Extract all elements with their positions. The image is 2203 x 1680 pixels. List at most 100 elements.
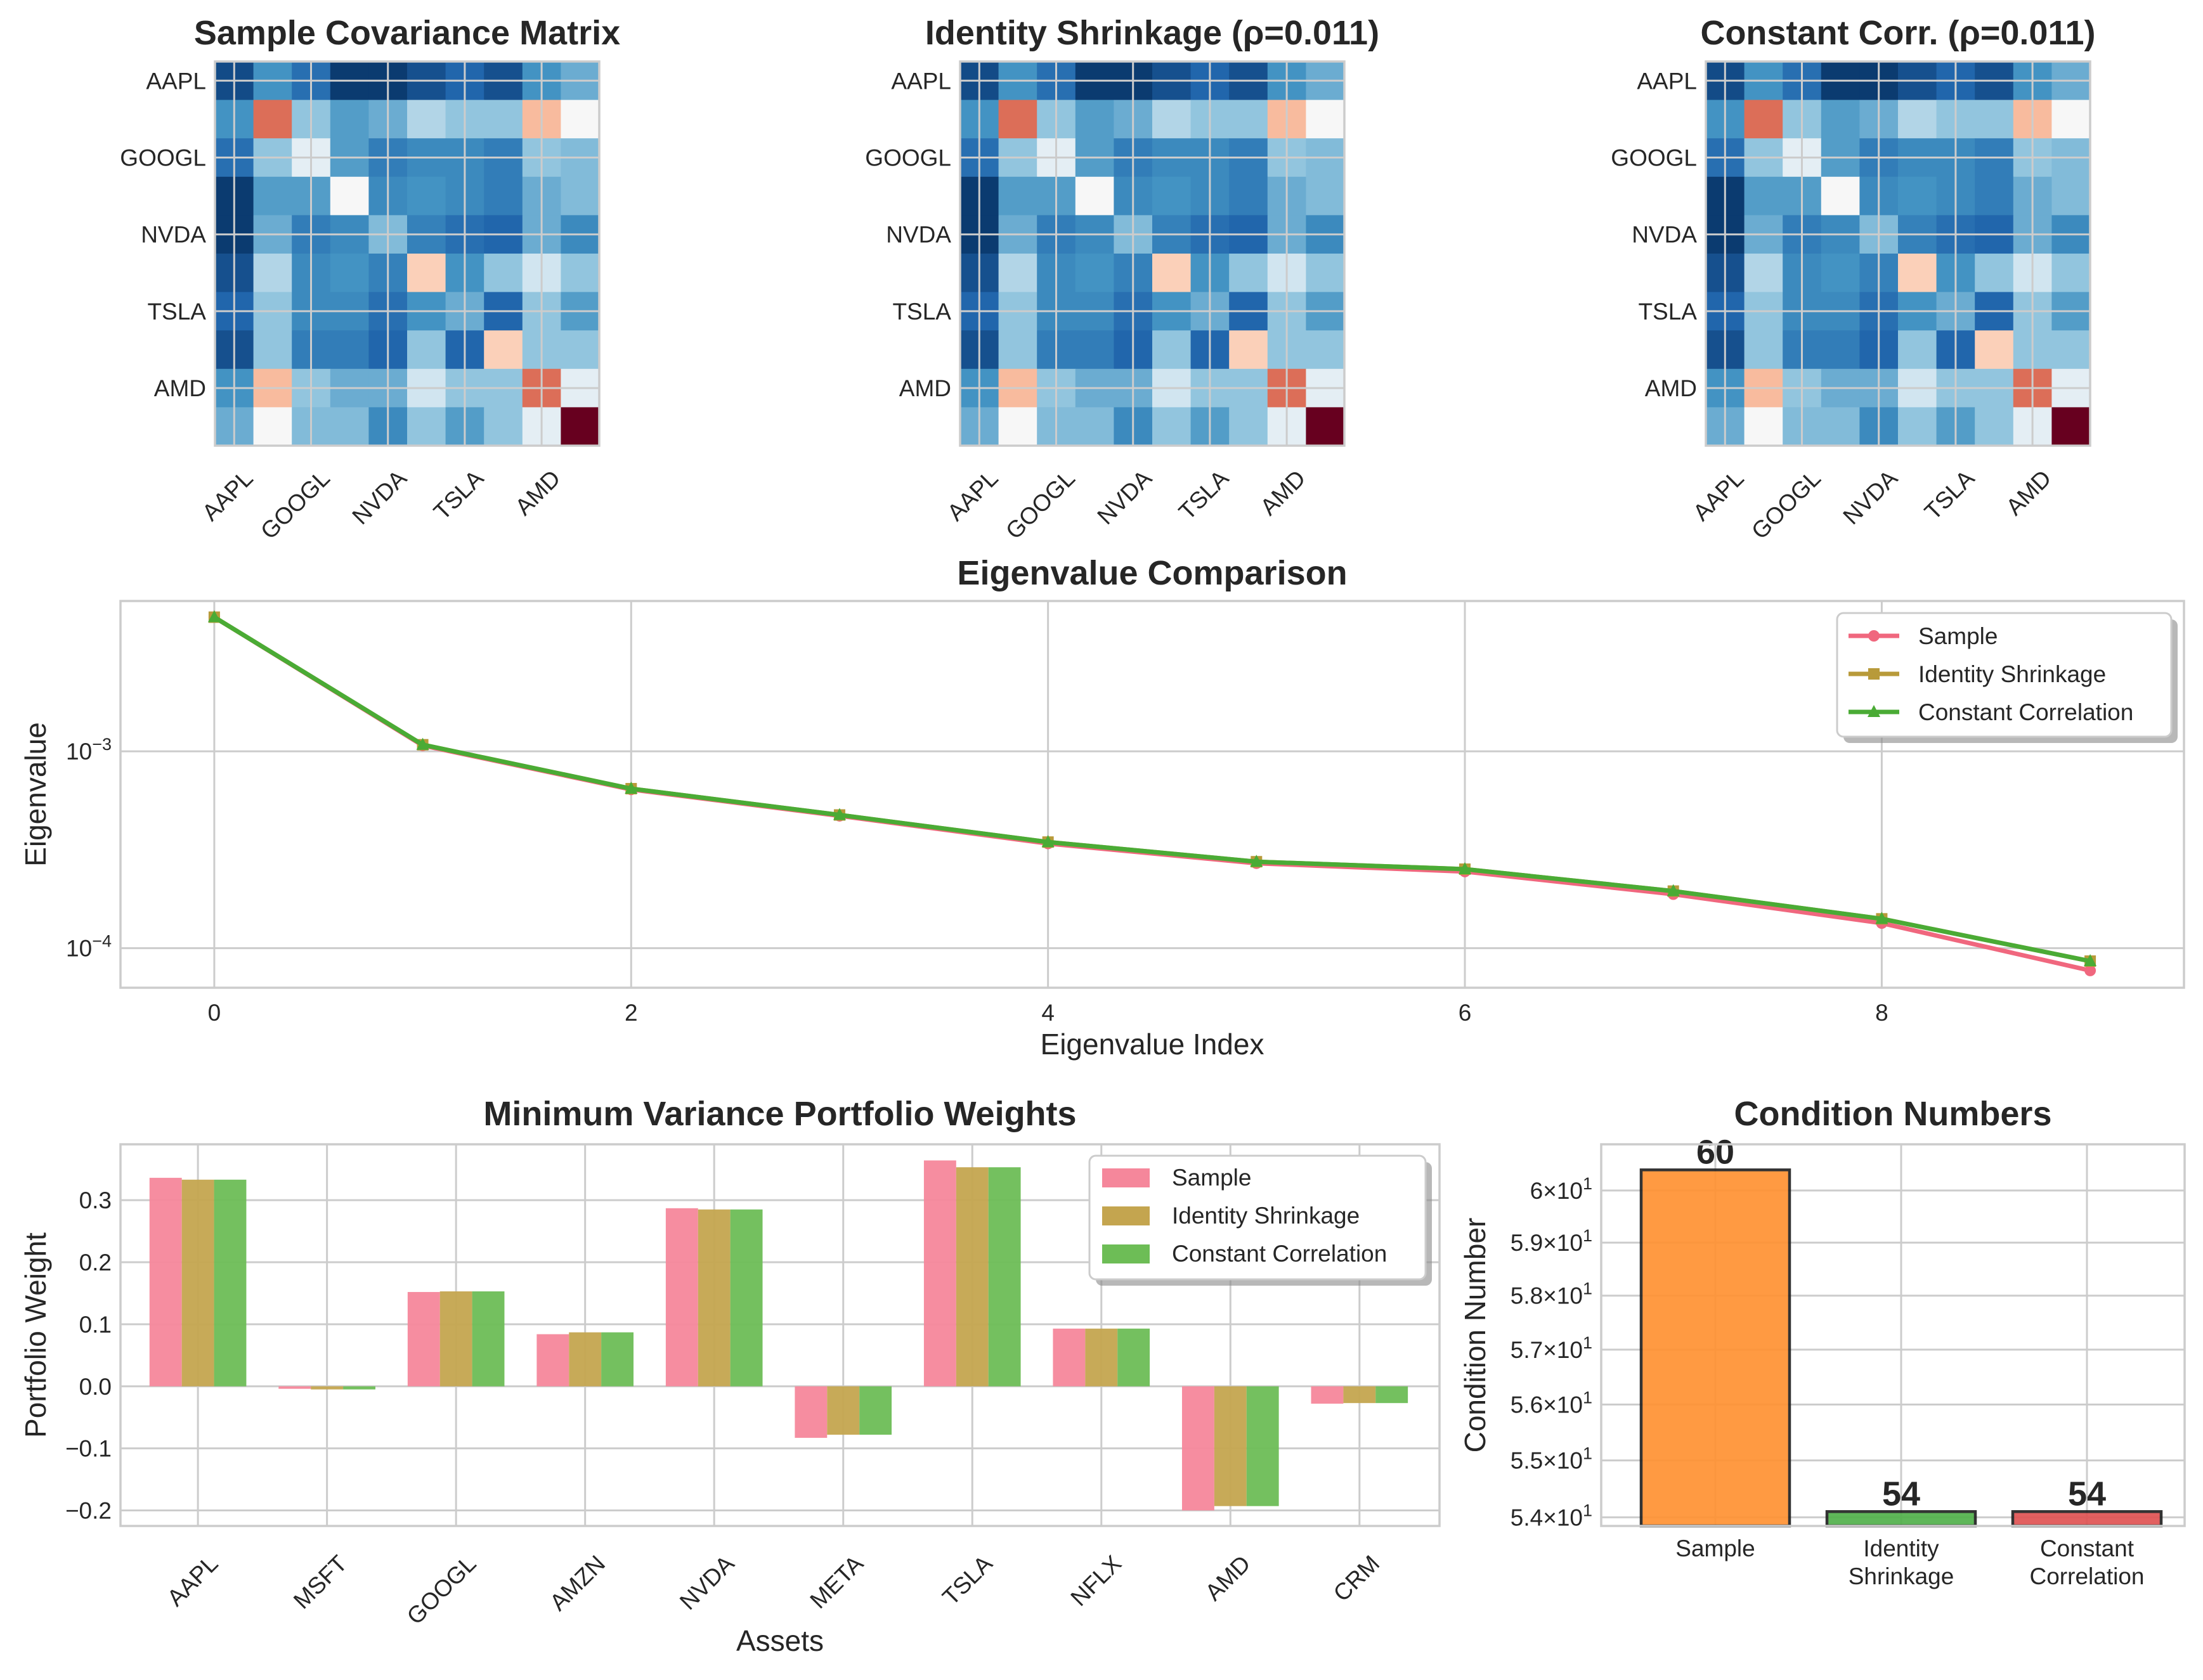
heatmap-cell [484,407,523,446]
x-tick-label: 4 [1041,1000,1055,1026]
heatmap-cell [561,176,600,216]
data-point [833,808,846,820]
legend-swatch [1102,1244,1150,1263]
y-tick-label-part: 5.8× [1511,1283,1557,1309]
heatmap-cell [2051,407,2091,446]
y-axis-label: Condition Number [1459,1218,1491,1453]
heatmap-cell [1306,176,1345,216]
y-tick-label-part: 10 [1557,1178,1583,1204]
data-point [207,610,221,623]
heatmap-cell [1075,176,1114,216]
heatmap-y-tick-label: AMD [899,375,951,401]
x-axis-label: Eigenvalue Index [1041,1028,1264,1061]
heatmap-cell [2051,100,2091,139]
x-tick-label: 6 [1459,1000,1472,1026]
heatmap-constant-correlation: AAPLAAPLGOOGLGOOGLNVDANVDATSLATSLAAMDAMD… [1611,14,2095,544]
y-tick-label-part: 10 [1557,1230,1583,1256]
heatmap-y-tick-label: TSLA [1638,299,1697,325]
bar-constant-correlation [730,1209,763,1386]
bar-constant-correlation [472,1291,505,1386]
heatmap-frame [959,60,1346,447]
heatmap-cell [1975,100,2014,139]
y-tick-label: −0.2 [65,1498,112,1524]
data-point [625,782,638,794]
heatmap-cell [998,330,1037,370]
legend-label: Identity Shrinkage [1172,1203,1360,1229]
legend-label: Sample [1172,1165,1251,1191]
bar-identity-shrinkage [569,1332,602,1386]
y-tick-label-part: 10 [1557,1283,1583,1309]
y-tick-label-exponent: −3 [92,735,112,754]
heatmap-cell [1229,176,1268,216]
y-tick-label: 6×101 [1530,1174,1592,1204]
y-axis-label: Eigenvalue [19,722,52,867]
bar-identity-shrinkage [698,1209,731,1386]
bar-sample [1181,1386,1214,1511]
y-tick-label-part: 10 [1557,1448,1583,1474]
heatmap-cell [1306,100,1345,139]
heatmap-cell [1744,254,1783,293]
legend-box [1088,1154,1427,1281]
heatmap-y-tick-label: AMD [154,375,206,401]
legend-label: Constant Correlation [1918,699,2133,725]
heatmap-y-tick-label: GOOGL [1611,145,1697,171]
x-tick-label: Shrinkage [1849,1563,1954,1589]
bar-identity-shrinkage [956,1167,989,1386]
heatmap-y-tick-label: NVDA [886,222,951,248]
bar-identity-shrinkage [181,1179,214,1386]
heatmap-cell [330,254,369,293]
bar-value-label: 54 [1882,1475,1920,1513]
x-axis-label: Assets [736,1624,824,1657]
y-tick-label-exponent: 1 [1583,1388,1592,1407]
heatmap-cell [407,407,446,446]
y-tick-label: 5.7×101 [1511,1333,1592,1363]
heatmap-frame [214,60,601,447]
heatmap-cell [1152,330,1192,370]
data-point [1875,912,1888,924]
y-tick-label-part: 5.7× [1511,1337,1557,1363]
y-tick-label-part: 10 [1557,1504,1583,1530]
y-tick-label-exponent: −4 [92,932,112,951]
legend: Sample Identity Shrinkage Constant Correla… [1088,1154,1432,1286]
heatmap-cell [2051,176,2091,216]
bar-constant-correlation [601,1332,634,1386]
legend-swatch [1102,1168,1150,1187]
heatmap-cell [1821,100,1860,139]
heatmap-cell [1306,254,1345,293]
heatmap-cell [330,407,369,446]
bar-identity-shrinkage [1214,1386,1247,1506]
heatmap-cell [253,407,292,446]
bar-constant-correlation [1246,1386,1279,1506]
y-tick-label-part: 5.9× [1511,1230,1557,1256]
legend-swatch [1102,1206,1150,1225]
heatmap-cell [253,176,292,216]
legend-marker [1868,668,1880,680]
heatmap-y-tick-label: TSLA [892,299,951,325]
heatmap-cell [1821,330,1860,370]
legend-label: Constant Correlation [1172,1241,1387,1267]
bar-sample [795,1386,828,1438]
y-tick-label-part: 10 [66,739,92,765]
y-tick-label: 5.9×101 [1511,1226,1592,1256]
y-tick-label-part: 10 [1557,1392,1583,1418]
x-tick-label: 0 [208,1000,221,1026]
heatmap-cell [330,100,369,139]
bar-value-label: 60 [1696,1133,1734,1171]
y-tick-label-exponent: 1 [1583,1444,1592,1463]
y-tick-label-exponent: 1 [1583,1226,1592,1245]
heatmap-cell [1306,330,1345,370]
y-tick-label: 0.0 [79,1374,112,1400]
bar-identity-shrinkage [827,1386,860,1435]
y-tick-label-part: 5.6× [1511,1392,1557,1418]
legend-marker [1868,705,1880,717]
data-point [2084,954,2097,967]
heatmap-y-tick-label: NVDA [141,222,206,248]
heatmap-cell [561,100,600,139]
bar-sample [149,1177,182,1386]
bar-constant-correlation [1375,1386,1408,1404]
heatmap-cell [2051,254,2091,293]
heatmap-cell [1744,407,1783,446]
y-tick-label-part: 5.4× [1511,1504,1557,1530]
chart-title: Minimum Variance Portfolio Weights [483,1095,1076,1133]
